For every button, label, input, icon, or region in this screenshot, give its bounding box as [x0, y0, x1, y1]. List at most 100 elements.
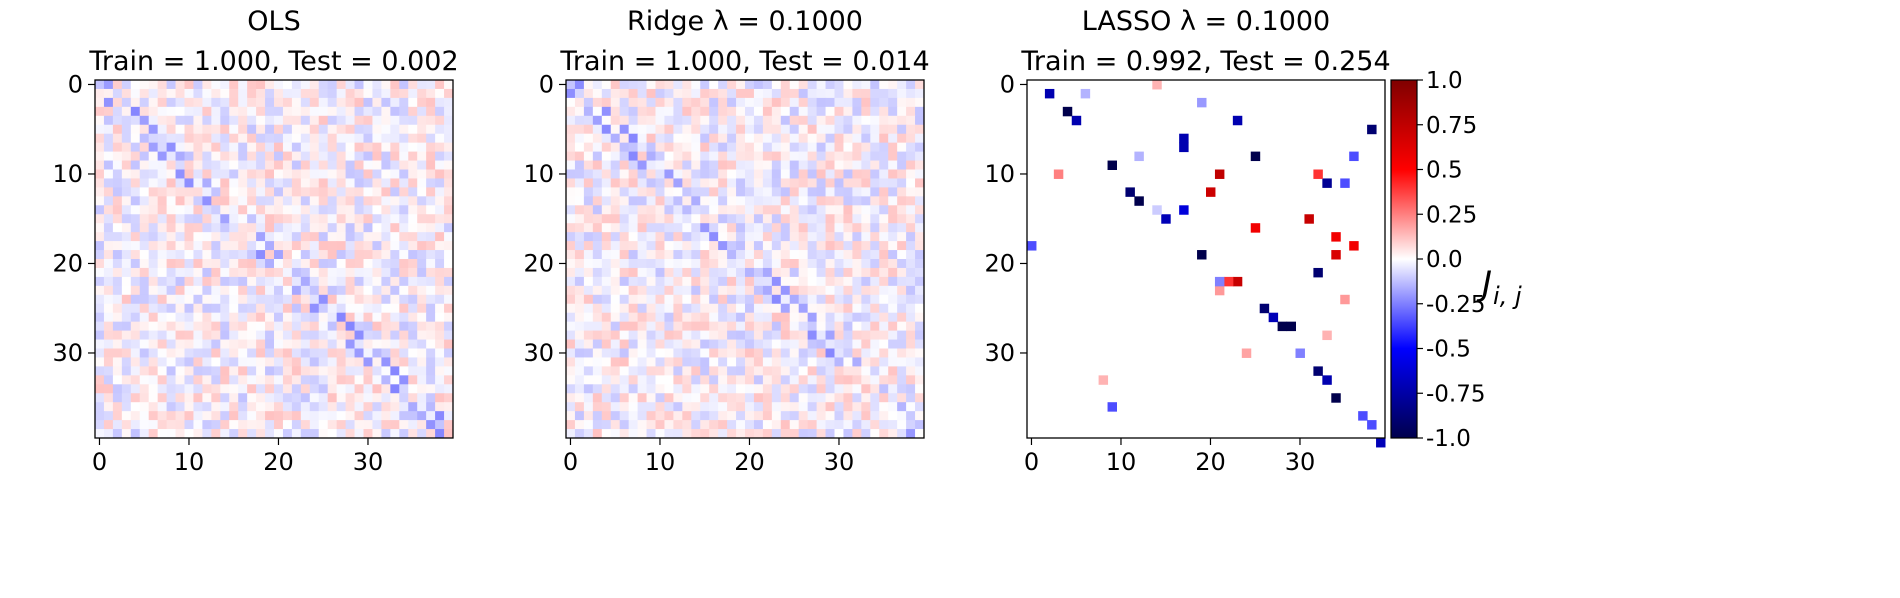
heatmap-cell	[870, 178, 880, 188]
heatmap-cell	[727, 178, 737, 188]
heatmap-cell	[103, 80, 114, 90]
heatmap-cell	[727, 393, 737, 403]
heatmap-cell	[709, 205, 719, 215]
heatmap-cell	[193, 187, 203, 197]
heatmap-cell	[861, 285, 871, 296]
heatmap-cell	[309, 115, 320, 126]
heatmap-cell	[291, 196, 302, 206]
heatmap-cell	[265, 267, 275, 278]
heatmap-cell	[888, 366, 898, 376]
heatmap-cell	[574, 339, 585, 349]
heatmap-cell	[727, 124, 737, 135]
heatmap-cell	[202, 124, 212, 135]
heatmap-cell	[673, 366, 683, 376]
heatmap-cell	[798, 124, 809, 135]
heatmap-cell	[381, 339, 391, 349]
heatmap-cell	[282, 187, 293, 197]
heatmap-cell	[300, 142, 311, 153]
heatmap-cell	[915, 357, 925, 367]
heatmap-cell	[700, 366, 710, 376]
heatmap-cell	[619, 160, 630, 170]
heatmap-cell	[229, 267, 239, 278]
heatmap-cell	[345, 375, 356, 385]
heatmap-cell	[1313, 169, 1323, 179]
heatmap-cell	[399, 223, 409, 233]
panel-title: LASSO λ = 0.1000	[1082, 6, 1330, 37]
heatmap-cell	[673, 196, 683, 206]
heatmap-cell	[354, 205, 364, 215]
heatmap-cell	[762, 402, 773, 412]
heatmap-cell	[309, 285, 320, 296]
heatmap-cell	[238, 223, 248, 233]
heatmap-cell	[691, 429, 701, 439]
heatmap-cell	[745, 250, 755, 260]
heatmap-cell	[318, 420, 329, 430]
heatmap-cell	[408, 402, 418, 412]
heatmap-cell	[95, 321, 105, 332]
x-tick-label: 10	[1106, 448, 1137, 476]
heatmap-cell	[112, 339, 123, 349]
heatmap-cell	[202, 294, 212, 305]
heatmap-cell	[318, 429, 329, 439]
heatmap-cell	[879, 187, 889, 197]
heatmap-cell	[166, 133, 177, 144]
heatmap-cell	[906, 250, 916, 260]
heatmap-cell	[736, 205, 746, 215]
heatmap-cell	[1250, 151, 1261, 162]
heatmap-cell	[256, 142, 266, 153]
heatmap-cell	[566, 312, 576, 323]
heatmap-cell	[574, 187, 585, 197]
heatmap-cell	[300, 187, 311, 197]
heatmap-cell	[256, 429, 266, 439]
heatmap-cell	[682, 348, 692, 358]
heatmap-cell	[583, 169, 594, 179]
heatmap-cell	[861, 232, 871, 242]
heatmap-cell	[807, 411, 818, 421]
heatmap-cell	[915, 160, 925, 170]
heatmap-cell	[825, 339, 835, 349]
heatmap-cell	[843, 330, 853, 341]
heatmap-cell	[870, 276, 880, 287]
heatmap-cell	[664, 97, 674, 108]
heatmap-cell	[327, 330, 338, 341]
heatmap-cell	[381, 106, 391, 117]
heatmap-cell	[897, 115, 907, 126]
heatmap-cell	[139, 294, 150, 305]
heatmap-cell	[682, 393, 692, 403]
heatmap-cell	[762, 303, 773, 314]
heatmap-cell	[906, 205, 916, 215]
heatmap-cell	[130, 429, 141, 439]
heatmap-cell	[247, 160, 257, 170]
heatmap-cell	[700, 214, 710, 224]
heatmap-cell	[583, 384, 594, 394]
heatmap-cell	[1322, 375, 1332, 385]
heatmap-cell	[318, 196, 329, 206]
heatmap-cell	[354, 366, 364, 376]
heatmap-cell	[372, 88, 382, 99]
heatmap-cell	[399, 250, 409, 260]
heatmap-cell	[157, 285, 168, 296]
heatmap-cell	[610, 411, 621, 421]
heatmap-cell	[825, 250, 835, 260]
heatmap-cell	[202, 187, 212, 197]
heatmap-cell	[566, 250, 576, 260]
heatmap-cell	[825, 267, 835, 278]
heatmap-cell	[148, 294, 159, 305]
heatmap-cell	[372, 339, 382, 349]
heatmap-cell	[798, 357, 809, 367]
heatmap-cell	[816, 312, 827, 323]
heatmap-cell	[664, 267, 674, 278]
heatmap-cell	[175, 321, 185, 332]
heatmap-cell	[628, 151, 639, 162]
heatmap-cell	[247, 223, 257, 233]
heatmap-cell	[175, 142, 185, 153]
heatmap-cell	[229, 196, 239, 206]
colorbar-tick-label: 0.25	[1426, 202, 1477, 228]
heatmap-cell	[211, 223, 221, 233]
heatmap-cell	[789, 267, 800, 278]
heatmap-cell	[291, 366, 302, 376]
heatmap-cell	[211, 393, 221, 403]
heatmap-cell	[139, 339, 150, 349]
heatmap-cell	[574, 151, 585, 162]
heatmap-cell	[318, 375, 329, 385]
